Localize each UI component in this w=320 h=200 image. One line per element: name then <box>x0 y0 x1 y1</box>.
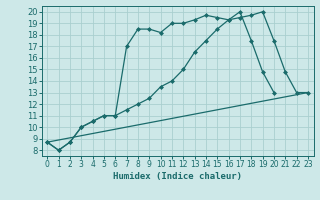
X-axis label: Humidex (Indice chaleur): Humidex (Indice chaleur) <box>113 172 242 181</box>
